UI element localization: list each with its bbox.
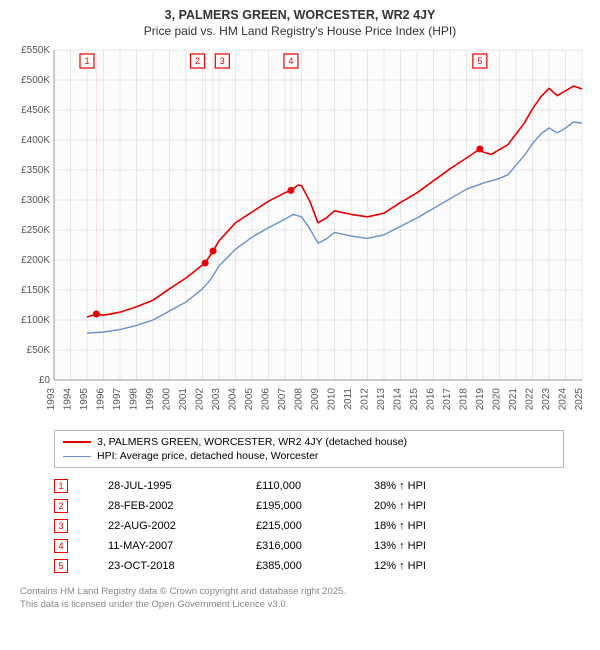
- svg-text:1993: 1993: [46, 388, 57, 411]
- svg-text:2021: 2021: [508, 388, 519, 411]
- svg-text:2: 2: [195, 56, 200, 66]
- legend-label: 3, PALMERS GREEN, WORCESTER, WR2 4JY (de…: [97, 436, 407, 448]
- svg-text:£550K: £550K: [21, 45, 50, 56]
- chart-subtitle: Price paid vs. HM Land Registry's House …: [10, 24, 590, 38]
- sale-pct-vs-hpi: 38% ↑ HPI: [374, 480, 564, 492]
- sale-marker-number: 3: [54, 519, 68, 533]
- svg-text:1994: 1994: [63, 388, 74, 411]
- sale-pct-vs-hpi: 20% ↑ HPI: [374, 500, 564, 512]
- legend-label: HPI: Average price, detached house, Worc…: [97, 450, 318, 462]
- sale-price: £215,000: [256, 520, 366, 532]
- svg-text:2013: 2013: [376, 388, 387, 411]
- svg-text:2017: 2017: [442, 388, 453, 411]
- sale-pct-vs-hpi: 13% ↑ HPI: [374, 540, 564, 552]
- sale-pct-vs-hpi: 12% ↑ HPI: [374, 560, 564, 572]
- svg-text:£400K: £400K: [21, 135, 50, 146]
- sale-date: 23-OCT-2018: [108, 560, 248, 572]
- svg-text:£300K: £300K: [21, 195, 50, 206]
- svg-text:2006: 2006: [261, 388, 272, 411]
- svg-text:£250K: £250K: [21, 225, 50, 236]
- sale-price: £385,000: [256, 560, 366, 572]
- sale-row: 2 28-FEB-2002 £195,000 20% ↑ HPI: [54, 496, 564, 516]
- svg-text:2005: 2005: [244, 388, 255, 411]
- svg-text:2024: 2024: [558, 388, 569, 411]
- svg-text:1995: 1995: [79, 388, 90, 411]
- sale-date: 11-MAY-2007: [108, 540, 248, 552]
- sale-row: 1 28-JUL-1995 £110,000 38% ↑ HPI: [54, 476, 564, 496]
- svg-text:2022: 2022: [525, 388, 536, 411]
- svg-text:2025: 2025: [574, 388, 585, 411]
- svg-text:2004: 2004: [228, 388, 239, 411]
- legend-swatch: [63, 456, 91, 457]
- sales-table: 1 28-JUL-1995 £110,000 38% ↑ HPI 2 28-FEB-200…: [54, 476, 564, 576]
- svg-text:£0: £0: [39, 375, 51, 386]
- svg-text:2020: 2020: [492, 388, 503, 411]
- legend-swatch: [63, 441, 91, 443]
- footer-line-2: This data is licensed under the Open Gov…: [20, 599, 590, 612]
- svg-text:2009: 2009: [310, 388, 321, 411]
- svg-text:2018: 2018: [459, 388, 470, 411]
- svg-text:2000: 2000: [162, 388, 173, 411]
- svg-text:£200K: £200K: [21, 255, 50, 266]
- svg-text:2011: 2011: [343, 388, 354, 410]
- svg-text:1998: 1998: [129, 388, 140, 411]
- svg-text:£100K: £100K: [21, 315, 50, 326]
- chart-title: 3, PALMERS GREEN, WORCESTER, WR2 4JY: [10, 8, 590, 22]
- sale-price: £110,000: [256, 480, 366, 492]
- svg-text:5: 5: [477, 56, 482, 66]
- svg-text:3: 3: [220, 56, 225, 66]
- svg-text:1999: 1999: [145, 388, 156, 411]
- svg-text:2016: 2016: [426, 388, 437, 411]
- svg-text:2019: 2019: [475, 388, 486, 411]
- sale-row: 3 22-AUG-2002 £215,000 18% ↑ HPI: [54, 516, 564, 536]
- legend-item: HPI: Average price, detached house, Worc…: [63, 449, 555, 463]
- sale-date: 22-AUG-2002: [108, 520, 248, 532]
- svg-text:2007: 2007: [277, 388, 288, 411]
- svg-text:2002: 2002: [195, 388, 206, 411]
- legend-item: 3, PALMERS GREEN, WORCESTER, WR2 4JY (de…: [63, 435, 555, 449]
- sale-price: £195,000: [256, 500, 366, 512]
- footer-attribution: Contains HM Land Registry data © Crown c…: [20, 586, 590, 612]
- svg-text:£500K: £500K: [21, 75, 50, 86]
- footer-line-1: Contains HM Land Registry data © Crown c…: [20, 586, 590, 599]
- svg-text:2014: 2014: [393, 388, 404, 411]
- chart-svg: £0 £50K £100K £150K £200K £250K £300K £350K £400…: [10, 44, 590, 424]
- svg-text:£50K: £50K: [27, 345, 51, 356]
- sale-marker-number: 2: [54, 499, 68, 513]
- svg-text:1996: 1996: [96, 388, 107, 411]
- svg-text:2015: 2015: [409, 388, 420, 411]
- chart-plot-area: £0 £50K £100K £150K £200K £250K £300K £350K £400…: [10, 44, 590, 424]
- sale-marker-number: 1: [54, 479, 68, 493]
- svg-text:4: 4: [288, 56, 293, 66]
- chart-container: 3, PALMERS GREEN, WORCESTER, WR2 4JY Pri…: [0, 0, 600, 618]
- svg-text:2023: 2023: [541, 388, 552, 411]
- svg-text:2003: 2003: [211, 388, 222, 411]
- svg-text:2001: 2001: [178, 388, 189, 411]
- svg-text:1: 1: [84, 56, 89, 66]
- svg-text:1997: 1997: [112, 388, 123, 411]
- sale-marker-number: 4: [54, 539, 68, 553]
- sale-date: 28-FEB-2002: [108, 500, 248, 512]
- sale-date: 28-JUL-1995: [108, 480, 248, 492]
- sale-row: 5 23-OCT-2018 £385,000 12% ↑ HPI: [54, 556, 564, 576]
- sale-row: 4 11-MAY-2007 £316,000 13% ↑ HPI: [54, 536, 564, 556]
- svg-text:2012: 2012: [360, 388, 371, 411]
- sale-marker-number: 5: [54, 559, 68, 573]
- svg-text:£350K: £350K: [21, 165, 50, 176]
- sale-pct-vs-hpi: 18% ↑ HPI: [374, 520, 564, 532]
- svg-text:£450K: £450K: [21, 105, 50, 116]
- svg-text:2008: 2008: [294, 388, 305, 411]
- legend: 3, PALMERS GREEN, WORCESTER, WR2 4JY (de…: [54, 430, 564, 468]
- sale-price: £316,000: [256, 540, 366, 552]
- svg-text:2010: 2010: [327, 388, 338, 411]
- svg-text:£150K: £150K: [21, 285, 50, 296]
